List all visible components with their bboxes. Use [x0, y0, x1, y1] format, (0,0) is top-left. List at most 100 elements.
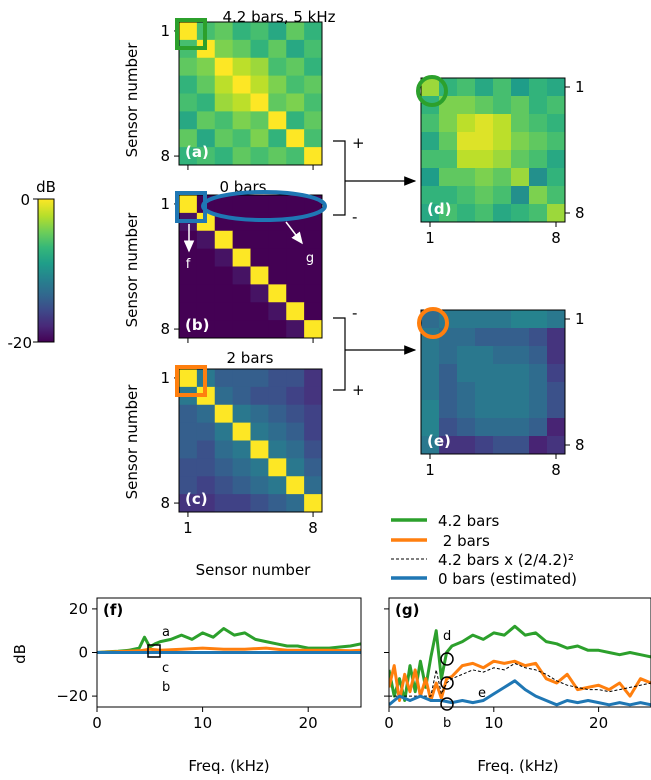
matrix-e-cell — [475, 310, 494, 329]
matrix-a-cell — [214, 93, 234, 112]
matrix-e-cell — [529, 400, 548, 419]
matrix-e-cell — [493, 436, 512, 455]
matrix-e-cell — [547, 400, 566, 419]
matrix-e-cell — [457, 310, 476, 329]
matrix-a-cell — [214, 147, 234, 166]
matrix-d-cell — [493, 204, 512, 223]
matrix-b-cell — [250, 230, 269, 250]
matrix-d-cell — [439, 186, 458, 205]
matrix-b-cell — [214, 302, 234, 321]
matrix-d-cell — [475, 78, 494, 97]
matrix-a-cell — [268, 22, 287, 41]
matrix-e-cell — [529, 382, 548, 401]
matrix-b-cell — [268, 320, 287, 339]
matrix-d-cell — [529, 204, 548, 223]
matrix-a-cell — [214, 129, 234, 148]
connector-bottom-plus: + — [352, 381, 365, 399]
series-line-s42 — [389, 624, 651, 702]
matrix-b-cell — [268, 230, 287, 250]
matrix-a-cell — [286, 93, 305, 112]
matrix-d-cell — [511, 186, 530, 205]
matrix-d-cell — [457, 186, 476, 205]
matrix-e-cell — [493, 382, 512, 401]
matrix-b-cell — [179, 230, 198, 250]
matrix-a-cell — [250, 57, 269, 77]
matrix-panel-a: (a) 1 8 — [160, 21, 323, 170]
matrix-a-cell — [304, 39, 323, 59]
matrix-c-cell — [214, 440, 234, 459]
matrix-c-cell — [232, 422, 251, 441]
legend-label-0: 0 bars (estimated) — [438, 570, 577, 588]
matrix-c-cell — [286, 440, 305, 459]
matrix-a-cell — [196, 93, 216, 112]
matrix-c-title: 2 bars — [226, 349, 273, 367]
matrix-c-cell — [268, 369, 287, 388]
matrix-b-cell — [232, 230, 251, 250]
matrix-a-cell — [268, 57, 287, 77]
matrix-d-cell — [529, 186, 548, 205]
matrix-d-cell — [493, 96, 512, 115]
matrix-d-cell — [493, 78, 512, 97]
chart-g-circle-d — [440, 652, 454, 666]
matrix-e-cell — [439, 364, 458, 383]
matrix-b-cell — [250, 248, 269, 267]
matrix-d-cell — [547, 78, 566, 97]
matrix-c-cell — [250, 440, 269, 459]
matrix-d-cell — [421, 186, 440, 205]
matrix-c-cell — [196, 458, 216, 477]
matrix-panel-b: (b) 1 8 — [160, 194, 323, 343]
matrix-b-cell — [179, 302, 198, 321]
matrix-c-cell — [304, 369, 323, 388]
matrix-c-cell — [179, 458, 198, 477]
chart-xtick-label: 10 — [484, 714, 503, 732]
chart-ytick-label: 0 — [78, 644, 88, 662]
matrix-b-cell — [232, 302, 251, 321]
matrix-d-cell — [457, 96, 476, 115]
matrix-d-cell — [421, 114, 440, 133]
matrix-a-cell — [304, 147, 323, 166]
matrix-d-cell — [529, 132, 548, 151]
matrix-d-cell — [493, 168, 512, 187]
series-line-s0 — [389, 679, 651, 707]
matrix-e-cell — [511, 346, 530, 365]
matrix-a-cell — [196, 57, 216, 77]
matrix-c-cell — [268, 386, 287, 406]
matrix-d-cell — [457, 168, 476, 187]
matrix-b-cell — [196, 230, 216, 250]
matrix-c-cell — [196, 404, 216, 424]
matrix-e-cell — [475, 382, 494, 401]
matrix-b-cell — [214, 284, 234, 303]
series-line-s2 — [389, 659, 651, 702]
matrix-e-cell — [439, 382, 458, 401]
matrix-b-cell — [214, 230, 234, 250]
connector-bottom-minus: - — [352, 304, 357, 322]
matrix-d-ytick: 8 — [575, 204, 585, 222]
legend: 4.2 bars 2 bars 4.2 bars x (2/4.2)² 0 ba… — [391, 512, 577, 588]
matrix-a-cell — [304, 93, 323, 112]
matrix-panel-e: (e) 1 8 1 8 — [420, 309, 585, 479]
marker-f: f — [186, 257, 191, 272]
matrix-e-cell — [421, 364, 440, 383]
matrix-a-cell — [286, 75, 305, 94]
series-line-s42 — [97, 627, 361, 654]
matrix-e-cell — [475, 346, 494, 365]
chart-xtick-label: 20 — [299, 714, 318, 732]
highlight-circle-e — [417, 307, 449, 339]
matrix-a-cell — [250, 111, 269, 130]
matrix-c-cell — [179, 440, 198, 459]
chart-g-annotation-d: d — [443, 629, 451, 644]
matrix-a-ylabel: Sensor number — [123, 42, 141, 158]
matrix-a-cell — [232, 111, 251, 130]
chart-f-annotation-c: c — [162, 661, 169, 676]
matrix-a-cell — [286, 147, 305, 166]
highlight-square-c — [175, 365, 207, 397]
matrix-c-cell — [286, 458, 305, 477]
matrix-a-cell — [232, 129, 251, 148]
matrix-b-cell — [304, 266, 323, 285]
matrix-c-ytick: 8 — [160, 494, 170, 512]
chart-f-ylabel: dB — [11, 644, 29, 664]
matrix-a-cell — [179, 111, 198, 130]
matrix-c-xtick: 8 — [308, 519, 318, 537]
matrix-a-cell — [286, 111, 305, 130]
